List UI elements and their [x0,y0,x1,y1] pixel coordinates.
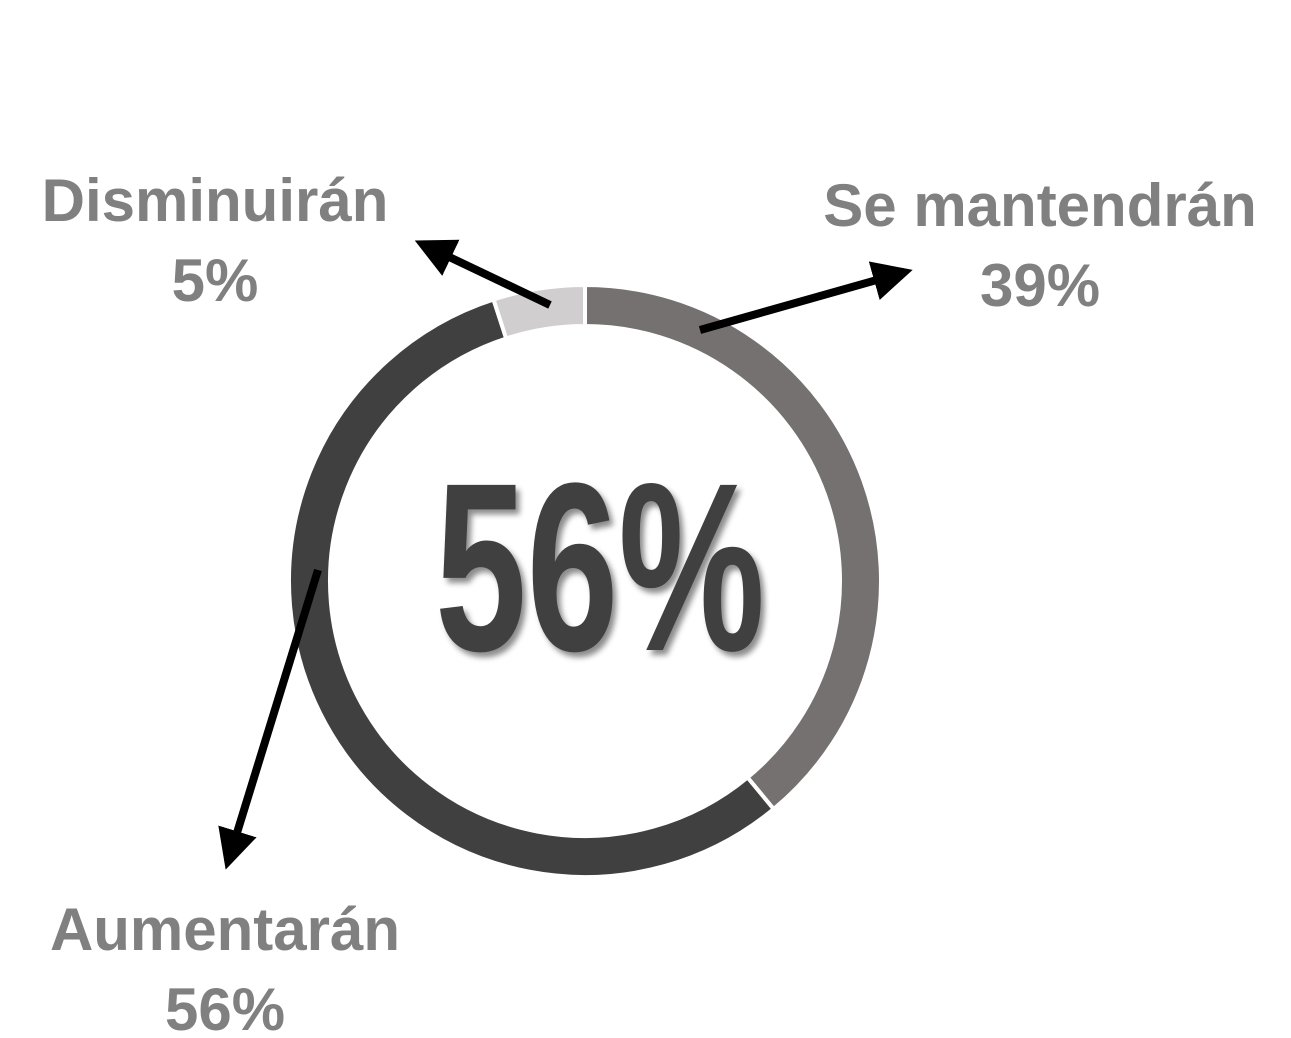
category-label: Disminuirán [42,167,389,234]
donut [287,282,883,879]
category-label: Se mantendrán [823,172,1256,239]
value-label: 39% [980,252,1100,319]
donut-segment [287,296,777,879]
value-label: 5% [172,247,259,314]
center-label: 56% [435,433,765,701]
category-label: Aumentarán [50,896,400,963]
arrow [218,568,322,870]
donut-segment [491,282,587,342]
arrow [698,261,913,334]
arrow [414,239,552,309]
value-label: 56% [165,976,285,1038]
